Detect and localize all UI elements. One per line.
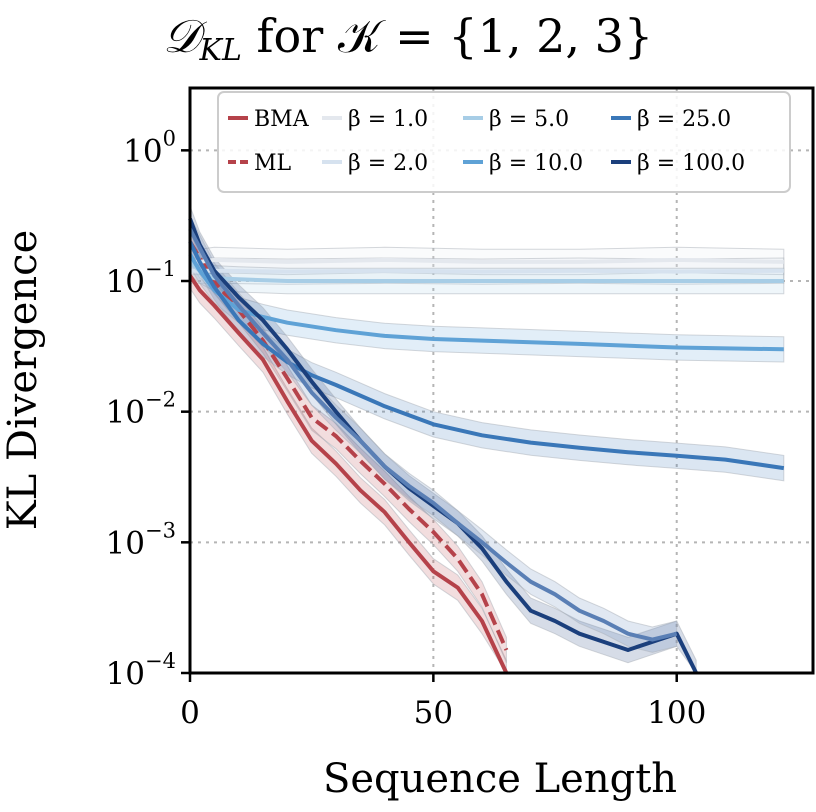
series-line-4 (188, 260, 784, 283)
x-axis-label: Sequence Length (323, 756, 677, 802)
series-line-6 (188, 240, 785, 471)
y-tick-label-0: 100 (123, 126, 176, 169)
series-line-8 (188, 228, 678, 642)
y-tick-label-1: 10−1 (106, 257, 176, 300)
legend-label-4: β = 5.0 (489, 107, 569, 132)
title-sub: KL (199, 33, 242, 68)
series-line-2 (190, 257, 784, 264)
y-tick-label-4: 10−4 (106, 649, 176, 692)
legend-label-2: β = 1.0 (348, 107, 428, 132)
x-tick-label-2: 100 (647, 695, 706, 731)
series-band-8 (189, 216, 678, 653)
legend-label-7: β = 100.0 (637, 151, 745, 176)
y-axis-ticks: 100 10−1 10−2 10−3 10−4 (106, 126, 190, 692)
legend-label-3: β = 2.0 (348, 151, 428, 176)
legend-label-0: BMA (254, 107, 310, 132)
title-rest: for 𝒦 = {1, 2, 3} (242, 9, 653, 63)
plot-frame (188, 86, 815, 675)
y-axis-label: KL Divergence (0, 230, 46, 531)
series-line-0 (188, 274, 509, 674)
series-lines (188, 217, 785, 674)
legend-label-5: β = 10.0 (489, 151, 583, 176)
x-tick-label-0: 0 (180, 695, 200, 731)
x-axis-ticks: 0 50 100 (180, 673, 706, 731)
legend-label-6: β = 25.0 (637, 107, 731, 132)
y-tick-label-3: 10−3 (106, 518, 176, 561)
legend: BMA ML β = 1.0 β = 2.0 β = 5.0 β = 10.0 β = 25… (217, 91, 791, 193)
series-line-3 (190, 268, 784, 274)
x-tick-label-1: 50 (414, 695, 453, 731)
chart-title: 𝒟KL for 𝒦 = {1, 2, 3} (163, 9, 653, 68)
y-tick-label-2: 10−2 (106, 388, 176, 431)
series-line-1 (188, 240, 509, 651)
legend-box (217, 91, 791, 193)
legend-label-1: ML (254, 151, 292, 176)
